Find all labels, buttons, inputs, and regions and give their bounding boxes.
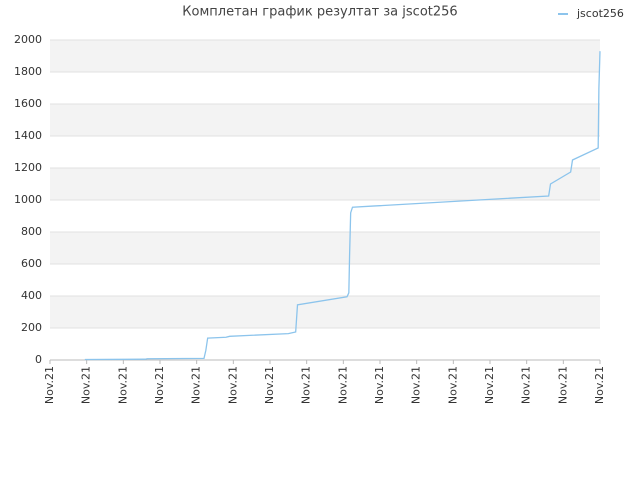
data-line [84,51,601,361]
x-tick-label: Nov.21 [446,366,459,404]
x-tick-label: Nov.21 [153,366,166,404]
x-tick-label: Nov.21 [520,366,533,404]
grid-band [50,232,600,264]
y-tick-label: 1800 [14,65,42,78]
x-tick-label: Nov.21 [80,366,93,404]
y-tick-label: 1600 [14,97,42,110]
y-tick-label: 400 [21,289,42,302]
grid-band [50,168,600,200]
grid-band [50,296,600,328]
x-tick-label: Nov.21 [116,366,129,404]
legend-label: jscot256 [576,7,624,20]
x-tick-label: Nov.21 [410,366,423,404]
x-tick-label: Nov.21 [593,366,606,404]
y-tick-label: 600 [21,257,42,270]
y-tick-label: 1400 [14,129,42,142]
x-tick-label: Nov.21 [263,366,276,404]
x-tick-label: Nov.21 [300,366,313,404]
x-tick-label: Nov.21 [556,366,569,404]
y-tick-label: 1200 [14,161,42,174]
y-tick-label: 1000 [14,193,42,206]
y-tick-label: 200 [21,321,42,334]
y-tick-label: 2000 [14,33,42,46]
y-tick-label: 800 [21,225,42,238]
x-tick-label: Nov.21 [336,366,349,404]
x-tick-label: Nov.21 [43,366,56,404]
chart-title: Комплетан график резултат за jscot256 [182,5,457,20]
x-tick-label: Nov.21 [226,366,239,404]
grid-band [50,40,600,72]
x-tick-label: Nov.21 [373,366,386,404]
y-tick-label: 0 [35,353,42,366]
x-tick-label: Nov.21 [190,366,203,404]
x-tick-label: Nov.21 [483,366,496,404]
grid-band [50,104,600,136]
